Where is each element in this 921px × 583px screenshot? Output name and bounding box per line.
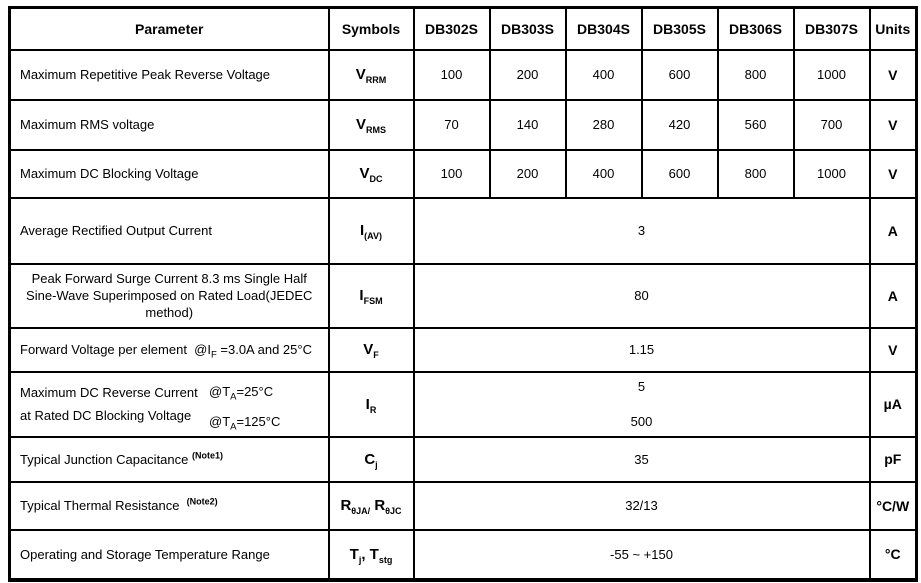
row-cj: Typical Junction Capacitance (Note1) Cj … [8,435,918,483]
header-model-db303s: DB303S [488,6,567,51]
symbol-vrms: VRMS [327,98,415,151]
merged-value-cell: 80 [412,262,871,329]
param-vf: Forward Voltage per element @IF =3.0A an… [8,326,330,373]
merged-value-cell: 32/13 [412,480,871,531]
symbol-iav: I(AV) [327,196,415,265]
symbol-cj: Cj [327,435,415,483]
value-cell: 1000 [792,48,871,101]
header-model-db302s: DB302S [412,6,491,51]
header-parameter: Parameter [8,6,330,51]
unit-cell: V [868,98,918,151]
header-model-db306s: DB306S [716,6,795,51]
unit-cell: °C/W [868,480,918,531]
merged-value-cell: -55 ~ +150 [412,528,871,581]
param-vdc: Maximum DC Blocking Voltage [8,148,330,199]
param-rth: Typical Thermal Resistance (Note2) [8,480,330,531]
value-cell: 560 [716,98,795,151]
row-iav: Average Rectified Output Current I(AV) 3… [8,196,918,265]
value-cell: 70 [412,98,491,151]
value-cell: 200 [488,148,567,199]
param-vrrm: Maximum Repetitive Peak Reverse Voltage [8,48,330,101]
value-cell: 100 [412,48,491,101]
param-cj: Typical Junction Capacitance (Note1) [8,435,330,483]
merged-value-cell: 3 [412,196,871,265]
header-units: Units [868,6,918,51]
header-symbols: Symbols [327,6,415,51]
unit-cell: A [868,262,918,329]
param-ifsm: Peak Forward Surge Current 8.3 ms Single… [8,262,330,329]
ir-value-25c: 5 [637,378,646,394]
value-cell: 600 [640,48,719,101]
merged-value-cell: 5 500 [412,370,871,438]
unit-cell: V [868,148,918,199]
ir-value-lines: 5 500 [416,376,868,433]
unit-cell: pF [868,435,918,483]
param-tstg: Operating and Storage Temperature Range [8,528,330,581]
value-cell: 600 [640,148,719,199]
ir-test-conditions: @TA=25°C @TA=125°C [209,383,281,433]
merged-value-cell: 35 [412,435,871,483]
symbol-tstg: Tj, Tstg [327,528,415,581]
header-model-db304s: DB304S [564,6,643,51]
row-rth: Typical Thermal Resistance (Note2) RθJA/… [8,480,918,531]
merged-value-cell: 1.15 [412,326,871,373]
maximum-ratings-table: Parameter Symbols DB302S DB303S DB304S D… [8,6,918,582]
param-ir: Maximum DC Reverse Current at Rated DC B… [8,370,330,438]
row-ifsm: Peak Forward Surge Current 8.3 ms Single… [8,262,918,329]
row-tstg: Operating and Storage Temperature Range … [8,528,918,581]
value-cell: 280 [564,98,643,151]
ir-param-line: Maximum DC Reverse Current [20,385,198,400]
unit-cell: A [868,196,918,265]
ir-value-125c: 500 [630,413,653,429]
header-row: Parameter Symbols DB302S DB303S DB304S D… [8,6,918,51]
symbol-rth: RθJA/ RθJC [327,480,415,531]
symbol-vf: VF [327,326,415,373]
unit-cell: V [868,48,918,101]
ir-condition-25c: @TA=25°C [209,383,274,403]
symbol-vdc: VDC [327,148,415,199]
row-ir: Maximum DC Reverse Current at Rated DC B… [8,370,918,438]
symbol-ifsm: IFSM [327,262,415,329]
value-cell: 400 [564,148,643,199]
value-cell: 1000 [792,148,871,199]
param-iav: Average Rectified Output Current [8,196,330,265]
row-vdc: Maximum DC Blocking Voltage VDC 100 200 … [8,148,918,199]
symbol-vrrm: VRRM [327,48,415,101]
header-model-db305s: DB305S [640,6,719,51]
value-cell: 200 [488,48,567,101]
value-cell: 800 [716,148,795,199]
row-vf: Forward Voltage per element @IF =3.0A an… [8,326,918,373]
row-vrms: Maximum RMS voltage VRMS 70 140 280 420 … [8,98,918,151]
ir-param-lines: Maximum DC Reverse Current at Rated DC B… [20,381,324,427]
unit-cell: °C [868,528,918,581]
header-model-db307s: DB307S [792,6,871,51]
unit-cell: V [868,326,918,373]
value-cell: 420 [640,98,719,151]
value-cell: 140 [488,98,567,151]
value-cell: 800 [716,48,795,101]
value-cell: 100 [412,148,491,199]
value-cell: 400 [564,48,643,101]
ir-condition-125c: @TA=125°C [209,413,281,433]
ir-param-line: at Rated DC Blocking Voltage [20,408,192,423]
param-vrms: Maximum RMS voltage [8,98,330,151]
symbol-ir: IR [327,370,415,438]
unit-cell: µA [868,370,918,438]
row-vrrm: Maximum Repetitive Peak Reverse Voltage … [8,48,918,101]
value-cell: 700 [792,98,871,151]
